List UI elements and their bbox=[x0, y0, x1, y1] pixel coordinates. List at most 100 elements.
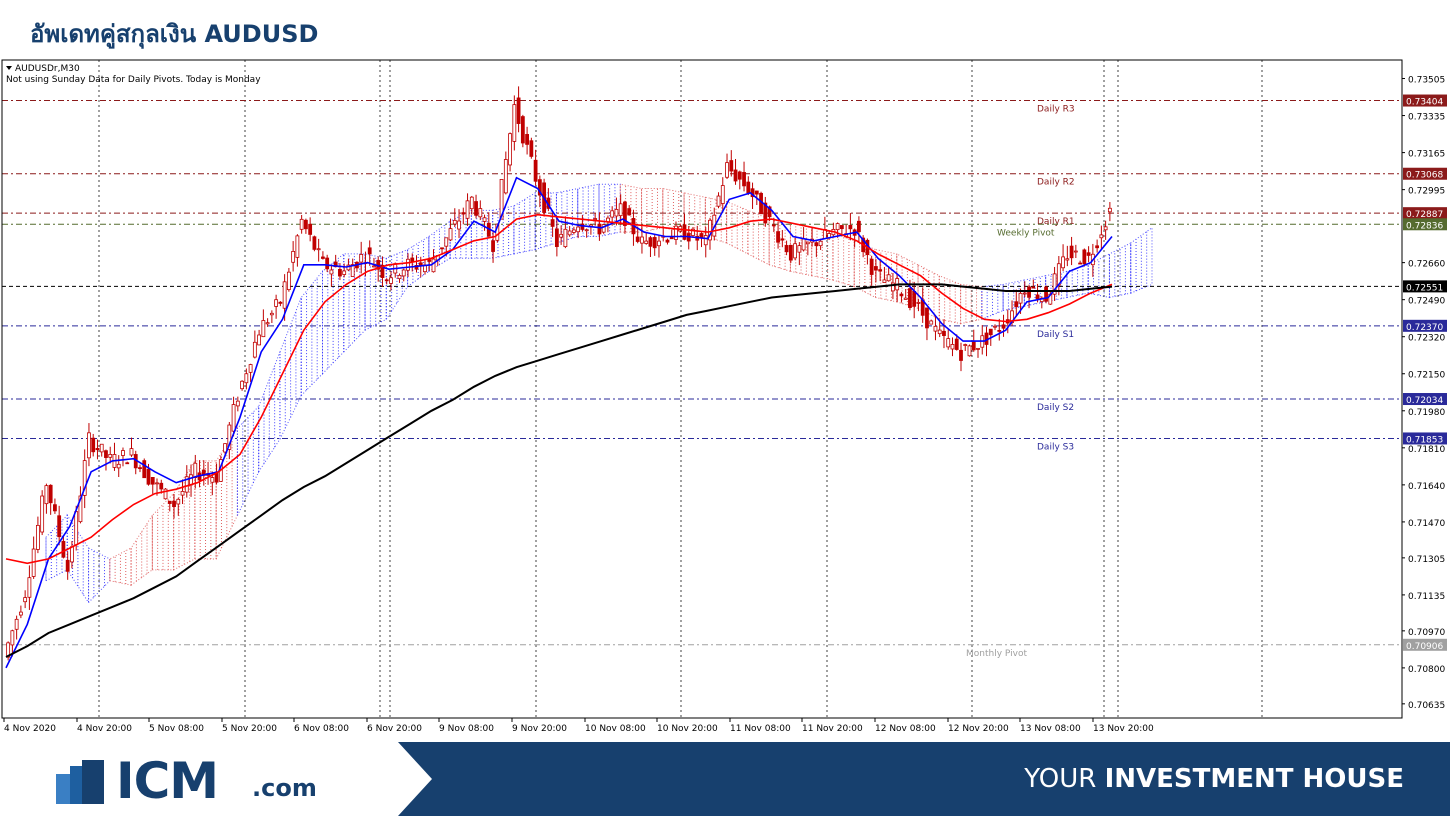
candle-body bbox=[797, 245, 802, 253]
candle-body bbox=[886, 274, 891, 282]
x-tick-label: 5 Nov 20:00 bbox=[222, 724, 277, 734]
candle-body bbox=[1082, 249, 1087, 265]
y-tick-label: 0.70800 bbox=[1408, 665, 1445, 675]
x-tick-label: 5 Nov 08:00 bbox=[149, 724, 204, 734]
level-price-tag bbox=[1403, 207, 1447, 220]
candle-body bbox=[384, 279, 389, 282]
tagline-bold: INVESTMENT HOUSE bbox=[1104, 764, 1404, 794]
candle-body bbox=[971, 341, 976, 351]
candle-body bbox=[716, 195, 721, 207]
candle-body bbox=[1095, 245, 1100, 249]
candle-body bbox=[584, 229, 589, 232]
candle-body bbox=[14, 618, 19, 630]
candle-body bbox=[614, 209, 619, 217]
x-tick-label: 10 Nov 08:00 bbox=[585, 724, 646, 734]
candle-body bbox=[325, 257, 330, 270]
level-label: Monthly Pivot bbox=[966, 649, 1027, 659]
cloud-segment bbox=[726, 200, 749, 255]
level-price-tag bbox=[1403, 280, 1447, 293]
cloud-segment bbox=[279, 297, 302, 440]
candle-body bbox=[223, 443, 227, 453]
y-tick-label: 0.73335 bbox=[1408, 113, 1445, 123]
level-price-tag bbox=[1403, 167, 1447, 180]
candle-body bbox=[733, 169, 738, 182]
candle-body bbox=[469, 196, 474, 210]
collapse-triangle-icon[interactable] bbox=[6, 66, 12, 70]
candle-body bbox=[767, 206, 772, 218]
candle-body bbox=[427, 259, 432, 262]
candle-body bbox=[908, 288, 912, 308]
candle-body bbox=[788, 244, 793, 261]
candle-body bbox=[176, 498, 181, 505]
level-price-tag bbox=[1403, 319, 1447, 332]
cloud-segment bbox=[173, 459, 196, 571]
candle-body bbox=[771, 224, 776, 227]
candle-body bbox=[99, 443, 104, 453]
candle-body bbox=[699, 233, 704, 238]
candle-body bbox=[1086, 252, 1091, 256]
x-tick-label: 6 Nov 20:00 bbox=[367, 724, 422, 734]
candle-body bbox=[457, 220, 461, 230]
cloud-segment bbox=[917, 263, 940, 321]
candle-body bbox=[776, 231, 780, 243]
x-tick-label: 9 Nov 20:00 bbox=[512, 724, 567, 734]
candle-body bbox=[180, 491, 185, 496]
candle-body bbox=[635, 236, 640, 242]
candle-body bbox=[299, 218, 304, 230]
candle-body bbox=[184, 476, 189, 493]
candle-body bbox=[6, 642, 11, 658]
level-label: Daily R1 bbox=[1037, 217, 1075, 227]
candle-body bbox=[257, 334, 262, 346]
candle-body bbox=[835, 223, 840, 231]
level-label: Daily S2 bbox=[1037, 403, 1074, 413]
candle-body bbox=[929, 320, 934, 325]
candle-body bbox=[882, 279, 887, 283]
candle-body bbox=[878, 269, 883, 272]
candle-body bbox=[610, 210, 615, 218]
level-price-tag-label: 0.73068 bbox=[1406, 171, 1443, 181]
x-tick-label: 11 Nov 20:00 bbox=[802, 724, 863, 734]
candle-body bbox=[1035, 294, 1040, 300]
level-label: Daily S1 bbox=[1037, 330, 1074, 340]
candle-body bbox=[1073, 250, 1078, 253]
price-chart[interactable]: Daily R3 Daily R2 Daily R1 Weekly Pivot Dail… bbox=[0, 58, 1450, 742]
candle-body bbox=[593, 218, 598, 220]
candle-body bbox=[482, 217, 487, 222]
candle-body bbox=[1018, 292, 1023, 304]
candle-body bbox=[95, 448, 100, 451]
candle-body bbox=[1044, 286, 1048, 302]
cloud-segment bbox=[1130, 226, 1153, 294]
candle-body bbox=[682, 224, 687, 240]
candle-body bbox=[227, 424, 232, 450]
candle-body bbox=[265, 322, 270, 325]
chart-background bbox=[0, 58, 1450, 742]
candle-body bbox=[874, 266, 878, 271]
y-tick-label: 0.73505 bbox=[1408, 76, 1445, 86]
candle-body bbox=[976, 347, 980, 350]
y-tick-label: 0.72150 bbox=[1408, 371, 1445, 381]
level-price-tag-label: 0.72836 bbox=[1406, 221, 1443, 231]
candle-body bbox=[452, 219, 457, 225]
x-tick-label: 12 Nov 20:00 bbox=[948, 724, 1009, 734]
x-tick-label: 13 Nov 20:00 bbox=[1093, 724, 1154, 734]
candle-body bbox=[248, 364, 253, 373]
cloud-segment bbox=[1066, 264, 1089, 299]
candle-body bbox=[87, 432, 91, 459]
candle-body bbox=[1078, 262, 1082, 265]
level-price-tag-label: 0.73404 bbox=[1406, 98, 1443, 108]
candle-body bbox=[333, 261, 338, 268]
candle-body bbox=[91, 437, 96, 453]
candle-body bbox=[44, 485, 49, 505]
candle-body bbox=[308, 223, 313, 235]
level-price-tag-label: 0.70906 bbox=[1406, 642, 1443, 652]
candle-body bbox=[916, 301, 921, 304]
y-tick-label: 0.71305 bbox=[1408, 555, 1445, 565]
candle-body bbox=[520, 116, 525, 144]
candle-body bbox=[763, 202, 768, 224]
candle-body bbox=[550, 219, 555, 227]
candle-body bbox=[708, 219, 712, 241]
candle-body bbox=[150, 477, 155, 485]
candle-body bbox=[946, 338, 951, 348]
candle-body bbox=[27, 577, 32, 598]
